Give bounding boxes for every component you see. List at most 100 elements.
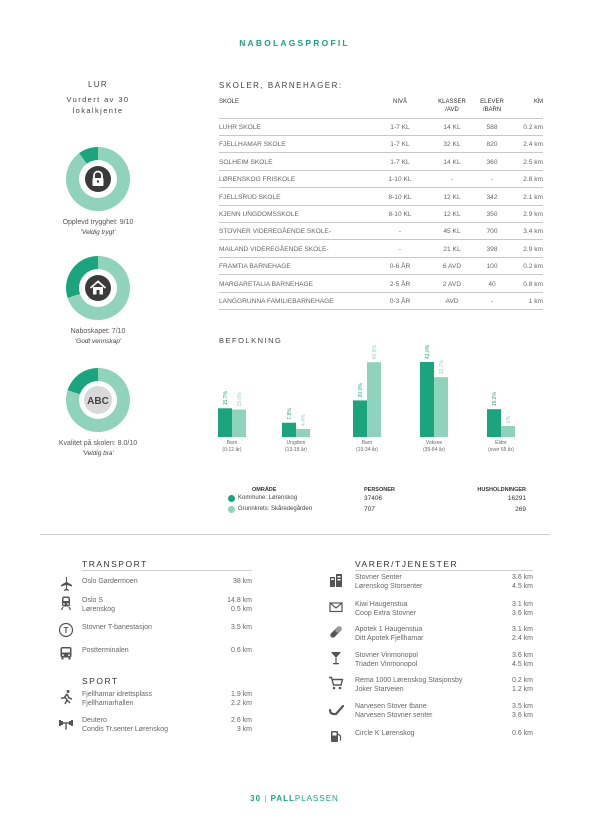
- neighbourhood-rating-sub: 'Godt vennskap': [74, 338, 122, 345]
- transport-heading: TRANSPORT: [82, 559, 148, 569]
- transport-place-name: Lørenskog: [82, 605, 116, 613]
- svg-text:T: T: [64, 626, 69, 635]
- bus-icon: [58, 645, 74, 661]
- transport-distance: 14.8 km: [227, 597, 252, 604]
- svg-text:ABC: ABC: [87, 396, 109, 407]
- running-icon: [58, 689, 74, 705]
- services-distance: 3.6 km: [511, 652, 533, 659]
- bar-kommune: [487, 409, 501, 437]
- sport-heading: SPORT: [82, 676, 119, 686]
- table-row: MARGARETALIA BARNEHAGE 2-5 ÅR 2 AVD 40 0.8 k…: [219, 276, 543, 293]
- school-classes: 6 AVD: [442, 263, 462, 271]
- services-place-name: Stovner Vinmonopol: [355, 652, 418, 659]
- services-distance: 4.5 km: [511, 660, 533, 668]
- services-place-name: Stovner Senter: [355, 574, 402, 581]
- col-header-pupils: ELEVER/BARN: [480, 99, 504, 113]
- school-name: FJELLHAMAR SKOLE: [219, 141, 286, 149]
- services-distance: 3.6 km: [511, 711, 533, 719]
- legend-header-persons: PERSONER: [364, 487, 395, 493]
- services-distance: 1.2 km: [511, 685, 533, 693]
- services-place-name: Triaden Vinmonopol: [355, 660, 418, 668]
- school-name: LANGGRUNNA FAMILIEBARNEHAGE: [219, 298, 334, 305]
- legend-households-kommune: 16291: [507, 495, 526, 502]
- services-place-name: Rema 1000 Lørenskog Stasjonsby: [355, 677, 463, 684]
- transport-place-name: Oslo S: [82, 597, 104, 604]
- bar-value-label: 4.4%: [301, 414, 307, 426]
- safety-rating-label: Opplevd trygghet: 9/10: [62, 219, 134, 226]
- school-distance: 2.9 km: [523, 211, 543, 218]
- gym-icon: [58, 715, 74, 731]
- school-classes: 45 KL: [443, 228, 461, 236]
- school-distance: 2.4 km: [523, 141, 543, 149]
- col-header-km: KM: [534, 99, 543, 105]
- category-label: Voksne: [426, 440, 443, 446]
- page-title: NABOLAGSPROFIL: [239, 38, 350, 48]
- school-pupils: 350: [486, 211, 498, 218]
- category-label: Ungdom: [287, 440, 306, 446]
- bar-value-label: 41.0%: [425, 345, 431, 359]
- school-pupils: 100: [486, 263, 498, 271]
- transport-distance: 0.5 km: [230, 605, 252, 613]
- services-distance: 3.6 km: [511, 609, 533, 617]
- school-name: MARGARETALIA BARNEHAGE: [219, 280, 314, 288]
- legend-households-grunnkrets: 269: [515, 506, 526, 513]
- bar-grunnkrets: [434, 377, 448, 437]
- school-classes: 12 KL: [443, 193, 461, 201]
- school-quality-rating-sub: 'Veldig bra': [82, 450, 114, 457]
- table-row: LØRENSKOG FRISKOLE 1-10 KL - - 2.8 km: [219, 171, 543, 189]
- school-level: 1-7 KL: [390, 141, 410, 149]
- transport-distance: 3.5 km: [230, 624, 252, 631]
- col-header-classes: KLASSER/AVD: [438, 99, 466, 113]
- school-pupils: 360: [486, 158, 498, 166]
- wine-icon: [328, 650, 344, 666]
- school-distance: 0.2 km: [523, 263, 543, 271]
- brand-part-a: PALL: [270, 794, 295, 803]
- sport-place-name: Fjellhamar idrettsplass: [82, 691, 153, 698]
- table-row: KJENN UNGDOMSSKOLE 8-10 KL 12 KL 350 2.9 km: [219, 206, 543, 223]
- brand-part-b: PLASSEN: [294, 794, 339, 803]
- services-distance: 3.6 km: [511, 574, 533, 581]
- col-header-name: SKOLE: [219, 99, 240, 105]
- shopping-center-icon: [328, 572, 344, 588]
- neighbourhood-rating-label: Naboskapet: 7/10: [70, 328, 126, 335]
- school-name: FRAMTIA BARNEHAGE: [219, 263, 291, 271]
- services-distance: 4.5 km: [511, 582, 533, 590]
- fuel-icon: [328, 728, 344, 744]
- school-distance: 0.2 km: [523, 124, 543, 131]
- table-header-divider: [219, 118, 543, 119]
- area-name: LUR: [88, 80, 108, 89]
- population-heading: BEFOLKNING: [219, 336, 283, 345]
- bar-kommune: [218, 408, 232, 437]
- table-row: FJELLHAMAR SKOLE 1-7 KL 32 KL 820 2.4 km: [219, 136, 543, 154]
- sport-place-name: Deutero: [82, 717, 107, 724]
- school-distance: 2.1 km: [523, 193, 543, 201]
- services-place-name: Coop Extra Stovner: [355, 609, 417, 617]
- lock-icon: [85, 166, 111, 192]
- bar-value-label: 15.7%: [223, 391, 229, 406]
- school-name: KJENN UNGDOMSSKOLE: [219, 211, 299, 218]
- bar-value-label: 20.0%: [358, 383, 364, 398]
- services-distance: 3.1 km: [511, 626, 533, 633]
- transport-distance: 0.6 km: [230, 647, 252, 654]
- school-quality-donut: ABC: [66, 368, 130, 432]
- bar-value-label: 40.9%: [372, 345, 378, 359]
- services-place-name: Joker Starveien: [355, 685, 404, 693]
- school-classes: 32 KL: [443, 141, 461, 149]
- services-distance: 0.2 km: [511, 677, 533, 684]
- legend-persons-grunnkrets: 707: [364, 506, 375, 513]
- category-label: Eldre: [495, 440, 507, 446]
- legend-dot-grunnkrets: [228, 506, 235, 513]
- legend-header-households: HUSHOLDNINGER: [477, 487, 526, 493]
- school-pupils: -: [490, 176, 494, 184]
- col-header-level: NIVÅ: [392, 99, 407, 105]
- school-pupils: 820: [486, 141, 498, 149]
- category-sublabel: (35-64 år): [423, 446, 445, 453]
- school-classes: AVD: [445, 298, 459, 305]
- sport-place-name: Condis Tr.senter Lørenskog: [82, 725, 168, 733]
- school-name: FJELLSRUD SKOLE: [219, 193, 281, 201]
- school-classes: 21 KL: [443, 245, 461, 253]
- services-underline: [355, 570, 533, 571]
- pharmacy-icon: [328, 624, 344, 640]
- legend-dot-kommune: [228, 495, 235, 502]
- school-classes: 14 KL: [443, 124, 461, 131]
